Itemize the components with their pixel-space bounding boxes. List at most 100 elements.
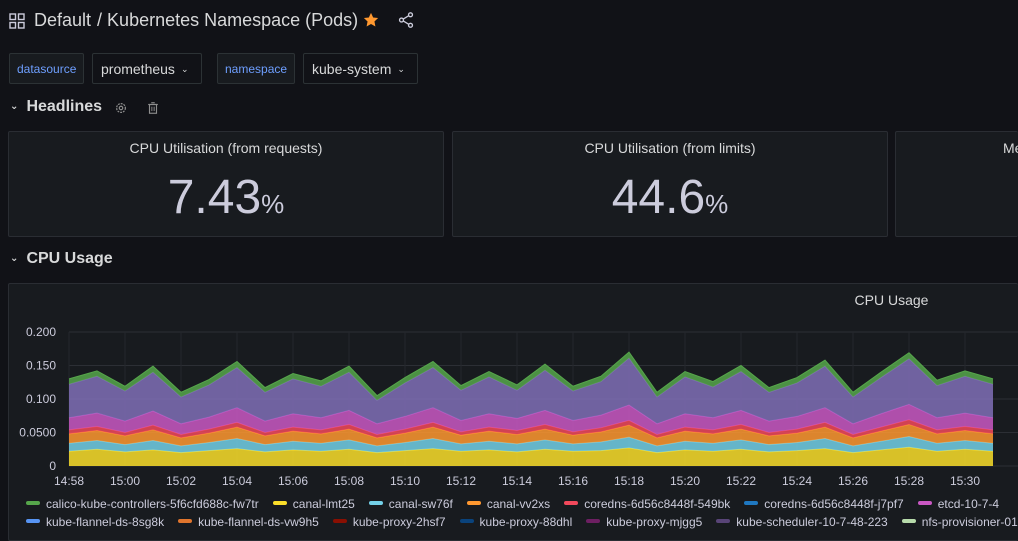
series-area-canal-sw76f [69, 436, 993, 453]
y-tick-label: 0.200 [26, 325, 56, 339]
legend-label: canal-vv2xs [486, 497, 551, 511]
apps-grid-icon[interactable] [9, 13, 25, 29]
legend-label: etcd-10-7-4 [937, 497, 1000, 511]
x-tick-label: 15:02 [166, 474, 196, 488]
share-icon[interactable] [397, 11, 415, 29]
dashboard-nav: Default / Kubernetes Namespace (Pods) [0, 0, 1018, 42]
stat-number: 7.43 [167, 171, 262, 224]
legend-swatch [901, 519, 916, 523]
chevron-down-icon: ⌄ [397, 64, 405, 74]
legend-item[interactable]: canal-sw76f [368, 497, 453, 511]
chevron-down-icon: ⌄ [10, 253, 19, 264]
legend-swatch [26, 519, 40, 523]
legend-item[interactable]: kube-proxy-88dhl [459, 515, 573, 529]
legend-item[interactable]: kube-flannel-ds-vw9h5 [178, 515, 319, 529]
variable-label-datasource: datasource [9, 53, 85, 84]
x-tick-label: 15:30 [950, 474, 980, 488]
x-tick-label: 15:08 [334, 474, 364, 488]
legend-item[interactable]: nfs-provisioner-01 [901, 515, 1018, 529]
stat-panel-memory[interactable]: Me [895, 131, 1018, 237]
stat-panel-cpu-requests[interactable]: CPU Utilisation (from requests) 7.43% [8, 131, 444, 237]
row-title: Headlines [26, 98, 103, 115]
legend-label: kube-flannel-ds-8sg8k [46, 515, 165, 529]
page-title: Default / Kubernetes Namespace (Pods) [34, 10, 358, 31]
panel-title: CPU Utilisation (from limits) [584, 140, 756, 156]
legend-item[interactable]: kube-scheduler-10-7-48-223 [716, 515, 888, 529]
legend-swatch [744, 501, 759, 505]
legend-swatch [459, 519, 474, 523]
datasource-select[interactable]: prometheus ⌄ [92, 53, 202, 84]
legend-swatch [272, 501, 287, 505]
legend-swatch [586, 519, 601, 523]
legend-item[interactable]: calico-kube-controllers-5f6cfd688c-fw7tr [26, 497, 259, 511]
x-tick-label: 15:14 [502, 474, 532, 488]
legend-label: kube-proxy-2hsf7 [352, 515, 446, 529]
series-area-etcd-10-7-4 [69, 404, 993, 435]
legend-label: kube-proxy-mjgg5 [606, 515, 703, 529]
stat-unit: % [261, 189, 285, 219]
row-cpu-usage[interactable]: ⌄ CPU Usage [10, 250, 113, 268]
namespace-value: kube-system [312, 61, 392, 77]
panel-title: Me [1003, 140, 1018, 156]
y-tick-label: 0.150 [26, 359, 56, 373]
breadcrumb-dashboard[interactable]: / Kubernetes Namespace (Pods) [97, 10, 359, 30]
x-tick-label: 14:58 [54, 474, 84, 488]
row-headlines[interactable]: ⌄ Headlines [10, 98, 102, 116]
legend-swatch [368, 501, 383, 505]
legend-swatch [917, 501, 932, 505]
x-tick-label: 15:28 [894, 474, 924, 488]
x-tick-label: 15:12 [446, 474, 476, 488]
trash-icon[interactable] [146, 101, 160, 115]
row-title: CPU Usage [26, 250, 113, 267]
stat-unit: % [705, 189, 729, 219]
legend-label: kube-proxy-88dhl [479, 515, 573, 529]
stat-number: 44.6 [611, 171, 706, 224]
stat-value: 7.43% [9, 170, 443, 225]
x-tick-label: 15:06 [278, 474, 308, 488]
legend-item[interactable]: kube-proxy-2hsf7 [332, 515, 446, 529]
x-tick-label: 15:26 [838, 474, 868, 488]
legend-swatch [178, 519, 193, 523]
x-tick-label: 15:22 [726, 474, 756, 488]
legend-item[interactable]: etcd-10-7-4 [917, 497, 1000, 511]
variable-label-namespace: namespace [217, 53, 296, 84]
x-tick-label: 15:24 [782, 474, 812, 488]
y-tick-label: 0 [49, 459, 56, 473]
star-icon[interactable] [362, 11, 380, 29]
x-tick-label: 15:20 [670, 474, 700, 488]
series-area-canal-lmt25 [69, 447, 993, 466]
y-tick-label: 0.100 [26, 392, 56, 406]
legend-item[interactable]: coredns-6d56c8448f-549bk [564, 497, 730, 511]
legend-item[interactable]: canal-lmt25 [272, 497, 355, 511]
x-tick-label: 15:00 [110, 474, 140, 488]
gear-icon[interactable] [114, 101, 128, 115]
legend-label: coredns-6d56c8448f-j7pf7 [764, 497, 904, 511]
x-tick-label: 15:10 [390, 474, 420, 488]
legend-label: kube-flannel-ds-vw9h5 [198, 515, 319, 529]
legend-label: kube-scheduler-10-7-48-223 [736, 515, 888, 529]
legend-swatch [716, 519, 731, 523]
legend-item[interactable]: kube-proxy-mjgg5 [586, 515, 702, 529]
legend-label: calico-kube-controllers-5f6cfd688c-fw7tr [46, 497, 259, 511]
cpu-usage-chart: 0 0.0500 0.100 0.150 0.200 14:58 15:00 15:02 15:… [19, 325, 1018, 488]
breadcrumb-folder[interactable]: Default [34, 10, 92, 30]
x-tick-label: 15:18 [614, 474, 644, 488]
stat-value: 44.6% [453, 170, 887, 225]
series-area-calico-kube-controllers-5f6cfd688c-fw7tr [69, 352, 993, 401]
legend-label: canal-sw76f [388, 497, 453, 511]
series-line-calico-kube-controllers-5f6cfd688c-fw7tr [68, 351, 994, 397]
legend-item[interactable]: canal-vv2xs [466, 497, 551, 511]
legend-label: nfs-provisioner-01 [921, 515, 1018, 529]
namespace-select[interactable]: kube-system ⌄ [303, 53, 418, 84]
legend-item[interactable]: coredns-6d56c8448f-j7pf7 [744, 497, 904, 511]
series-area-coredns-6d56c8448f-549bk [69, 419, 993, 438]
legend-item[interactable]: kube-flannel-ds-8sg8k [26, 515, 164, 529]
stat-panel-cpu-limits[interactable]: CPU Utilisation (from limits) 44.6% [452, 131, 888, 237]
series-area-canal-vv2xs [69, 424, 993, 446]
series-area-kube-scheduler-10-7-48-223 [69, 358, 993, 424]
datasource-value: prometheus [101, 61, 175, 77]
legend-label: coredns-6d56c8448f-549bk [584, 497, 731, 511]
legend-swatch [466, 501, 481, 505]
x-tick-label: 15:16 [558, 474, 588, 488]
legend-swatch [564, 501, 579, 505]
